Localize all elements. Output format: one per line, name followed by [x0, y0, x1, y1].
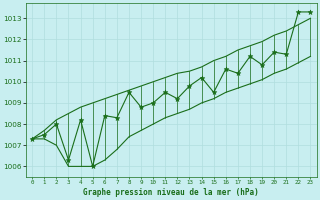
Point	[272, 51, 277, 54]
Point	[151, 101, 156, 105]
Point	[163, 91, 168, 94]
Point	[114, 116, 119, 119]
Point	[30, 137, 35, 140]
Point	[54, 122, 59, 126]
Point	[126, 91, 132, 94]
Point	[199, 76, 204, 79]
Point	[78, 118, 83, 121]
Point	[42, 133, 47, 136]
X-axis label: Graphe pression niveau de la mer (hPa): Graphe pression niveau de la mer (hPa)	[84, 188, 259, 197]
Point	[102, 114, 107, 117]
Point	[90, 165, 95, 168]
Point	[223, 67, 228, 71]
Point	[139, 106, 144, 109]
Point	[296, 10, 301, 14]
Point	[211, 91, 216, 94]
Point	[235, 72, 240, 75]
Point	[247, 55, 252, 58]
Point	[175, 97, 180, 100]
Point	[187, 84, 192, 88]
Point	[260, 63, 265, 66]
Point	[284, 53, 289, 56]
Point	[66, 158, 71, 162]
Point	[308, 10, 313, 14]
